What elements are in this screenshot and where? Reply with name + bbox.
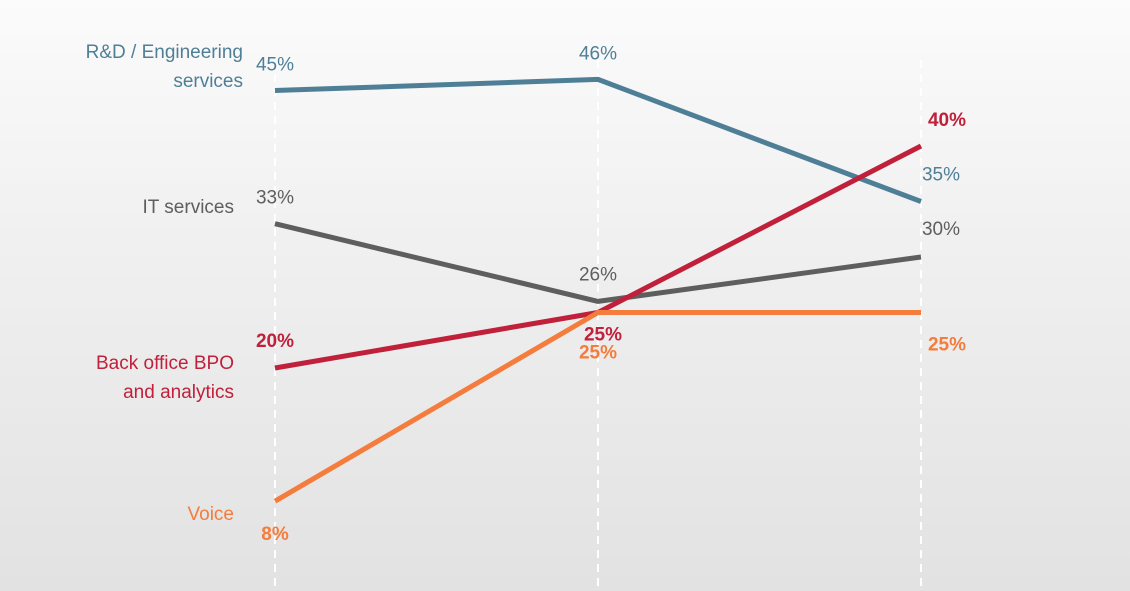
data-label-back-office-bpo-and-analytics-2: 25%	[584, 325, 622, 346]
data-label-it-services-1: 33%	[256, 188, 294, 209]
series-line-voice	[273, 310, 921, 504]
series-name-it-services: IT services	[142, 197, 234, 218]
data-labels: 45%46%35%33%26%30%20% 25%40%8%25% 25%	[256, 43, 966, 545]
data-label-it-services-3: 30%	[922, 219, 960, 240]
series-name-r-d-engineering-services: R&D / Engineering services	[86, 42, 243, 92]
series-name-line: R&D / Engineering	[86, 42, 243, 63]
series-line-it-services	[274, 221, 922, 304]
series-name-voice: Voice	[188, 504, 234, 525]
data-label-it-services-2: 26%	[579, 264, 617, 285]
series-name-line: IT services	[142, 197, 234, 218]
series-name-line: services	[173, 71, 243, 92]
data-label-back-office-bpo-and-analytics-1: 20%	[256, 331, 294, 352]
data-label-r-d-engineering-services-3: 35%	[922, 165, 960, 186]
series-name-line: Back office BPO	[96, 353, 234, 374]
data-label-back-office-bpo-and-analytics-3: 40%	[928, 110, 966, 131]
data-label-voice-1: 8%	[261, 524, 289, 545]
data-label-r-d-engineering-services-1: 45%	[256, 55, 294, 76]
data-label-voice-3: 25%	[928, 335, 966, 356]
data-label-voice-2: 25%	[579, 343, 617, 364]
series-name-line: Voice	[188, 504, 234, 525]
series-names: R&D / Engineering services IT services Back…	[86, 42, 243, 525]
series-name-back-office-bpo-and-analytics: Back office BPO and analytics	[96, 353, 234, 403]
data-label-r-d-engineering-services-2: 46%	[579, 43, 617, 64]
series-line-r-d-engineering-services	[274, 76, 922, 204]
series-name-line: and analytics	[123, 382, 234, 403]
series-lines	[273, 76, 923, 504]
